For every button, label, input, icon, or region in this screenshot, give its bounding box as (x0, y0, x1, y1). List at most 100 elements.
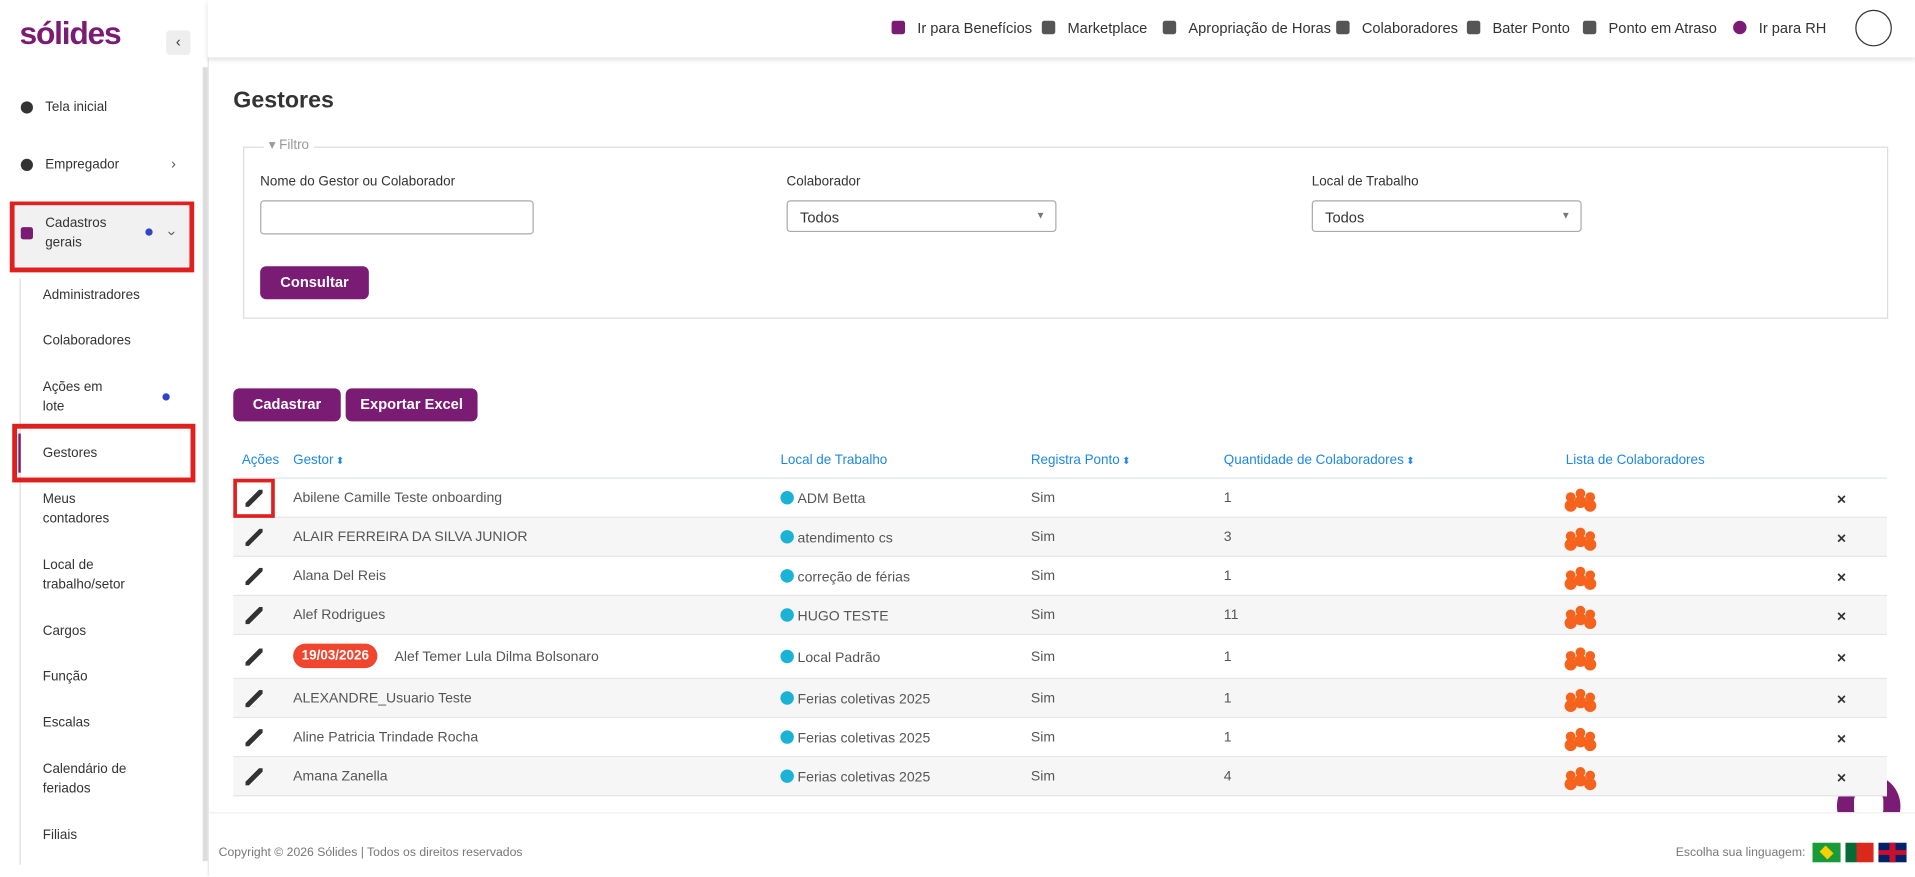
select-value: Todos (799, 208, 840, 226)
employees-icon[interactable] (1565, 527, 1596, 548)
employees-icon[interactable] (1565, 605, 1596, 626)
nav-link[interactable]: Marketplace (1067, 19, 1148, 37)
employees-icon[interactable] (1565, 566, 1596, 587)
consult-button[interactable]: Consultar (260, 266, 369, 300)
flag-br[interactable] (1812, 842, 1841, 863)
delete-icon[interactable]: × (1836, 489, 1847, 509)
edit-highlight (233, 478, 275, 518)
workplace-name: Ferias coletivas 2025 (797, 731, 931, 747)
edit-icon[interactable] (245, 567, 263, 586)
table-row: Amana Zanella Ferias coletivas 2025 Sim 4 × (233, 757, 1888, 797)
workplace: Local Padrão (780, 649, 881, 666)
collapse-button[interactable]: ‹ (166, 30, 191, 55)
table-header[interactable]: Local de Trabalho (780, 453, 888, 468)
select[interactable]: Todos ▼ (1311, 200, 1582, 233)
menu-bg (14, 205, 190, 267)
footer (208, 812, 1915, 877)
manager-name[interactable]: Aline Patricia Trindade Rocha (293, 730, 479, 746)
edit-icon[interactable] (245, 607, 263, 625)
page-title: Gestores (233, 87, 334, 114)
flag-pt[interactable] (1845, 842, 1874, 863)
menu-item[interactable]: Cadastros gerais (45, 216, 107, 251)
menu-item[interactable]: Local de trabalho/setor (42, 558, 125, 593)
menu-item[interactable]: Colaboradores (42, 333, 131, 349)
edit-icon[interactable] (245, 690, 263, 708)
table-header[interactable]: Registra Ponto ⬍ (1030, 453, 1131, 468)
info-icon (780, 530, 794, 544)
table-header-line (233, 477, 1888, 479)
nav-link[interactable]: Colaboradores (1361, 19, 1458, 37)
filter-label: Colaborador (786, 174, 861, 190)
edit-icon[interactable] (245, 489, 263, 507)
nav-icon[interactable] (891, 20, 906, 35)
menu-item[interactable]: Cargos (42, 624, 87, 639)
person (1575, 527, 1586, 538)
menu-item[interactable]: Calendário de feriados (42, 762, 127, 797)
menu-item[interactable]: Gestores (42, 445, 98, 461)
registers-clock: Sim (1030, 490, 1056, 506)
delete-icon[interactable]: × (1836, 567, 1847, 587)
nav-link[interactable]: Ir para Benefícios (917, 19, 1033, 37)
employees-icon[interactable] (1565, 688, 1596, 709)
action-button[interactable]: Cadastrar (233, 388, 341, 422)
select[interactable]: Todos ▼ (786, 200, 1057, 233)
menu-item[interactable]: Filiais (42, 828, 78, 843)
menu-item[interactable]: Administradores (42, 288, 140, 303)
edit-icon[interactable] (245, 528, 263, 546)
employees-icon[interactable] (1565, 727, 1596, 748)
manager-name[interactable]: Alana Del Reis (293, 569, 387, 584)
nav-icon[interactable] (1733, 20, 1747, 35)
nav-link[interactable]: Ir para RH (1758, 19, 1827, 37)
edit-icon[interactable] (245, 648, 263, 666)
menu-item[interactable]: Tela inicial (45, 100, 108, 115)
nav-link[interactable]: Apropriação de Horas (1188, 19, 1331, 37)
employees-icon[interactable] (1565, 767, 1596, 787)
manager-name[interactable]: Abilene Camille Teste onboarding (293, 490, 503, 506)
edit-icon[interactable] (245, 729, 263, 747)
legend-text: Filtro (279, 138, 310, 153)
sort-icon: ⬍ (1406, 455, 1415, 467)
user-avatar[interactable] (1855, 9, 1892, 47)
menu-item[interactable]: Meus contadores (42, 492, 110, 527)
text-input[interactable] (260, 200, 534, 235)
nav-icon[interactable] (1162, 20, 1177, 35)
employees-icon[interactable] (1565, 488, 1596, 509)
manager-name[interactable]: Alef Rodrigues (293, 608, 386, 623)
nav-link[interactable]: Bater Ponto (1492, 19, 1570, 37)
table-header[interactable]: Gestor ⬍ (293, 453, 345, 468)
manager-name[interactable]: ALAIR FERREIRA DA SILVA JUNIOR (293, 530, 528, 545)
menu-item[interactable]: Função (42, 669, 88, 684)
nav-icon[interactable] (1041, 20, 1056, 35)
action-button[interactable]: Exportar Excel (345, 388, 478, 422)
person (1575, 647, 1586, 658)
table-header[interactable]: Quantidade de Colaboradores ⬍ (1223, 453, 1415, 468)
delete-icon[interactable]: × (1836, 528, 1847, 548)
workplace-name: Local Padrão (797, 650, 881, 666)
employees-icon[interactable] (1565, 647, 1596, 667)
person (1585, 609, 1596, 620)
manager-name[interactable]: Alef Temer Lula Dilma Bolsonaro (394, 649, 599, 665)
edit-icon[interactable] (245, 768, 263, 786)
delete-icon[interactable]: × (1836, 690, 1847, 709)
menu-item[interactable]: Escalas (42, 715, 90, 731)
nav-icon[interactable] (1582, 20, 1597, 35)
delete-icon[interactable]: × (1836, 729, 1847, 748)
manager-name[interactable]: Amana Zanella (293, 769, 388, 785)
table-header[interactable]: Lista de Colaboradores (1565, 453, 1705, 468)
logo: sólides (19, 14, 122, 52)
delete-icon[interactable]: × (1836, 648, 1847, 667)
delete-icon[interactable]: × (1836, 768, 1847, 787)
person (1575, 688, 1586, 699)
manager-name[interactable]: ALEXANDRE_Usuario Teste (293, 691, 472, 706)
flag-uk[interactable] (1878, 842, 1907, 863)
delete-icon[interactable]: × (1836, 607, 1847, 626)
menu-item[interactable]: Empregador (45, 157, 120, 173)
nav-link[interactable]: Ponto em Atraso (1608, 19, 1717, 37)
table-row: Abilene Camille Teste onboarding ADM Bett… (233, 478, 1888, 518)
nav-icon[interactable] (1466, 20, 1481, 35)
nav-icon[interactable] (1336, 20, 1350, 35)
person (1585, 531, 1596, 542)
menu-item[interactable]: Ações em lote (42, 379, 103, 415)
chevron: › (163, 230, 181, 236)
